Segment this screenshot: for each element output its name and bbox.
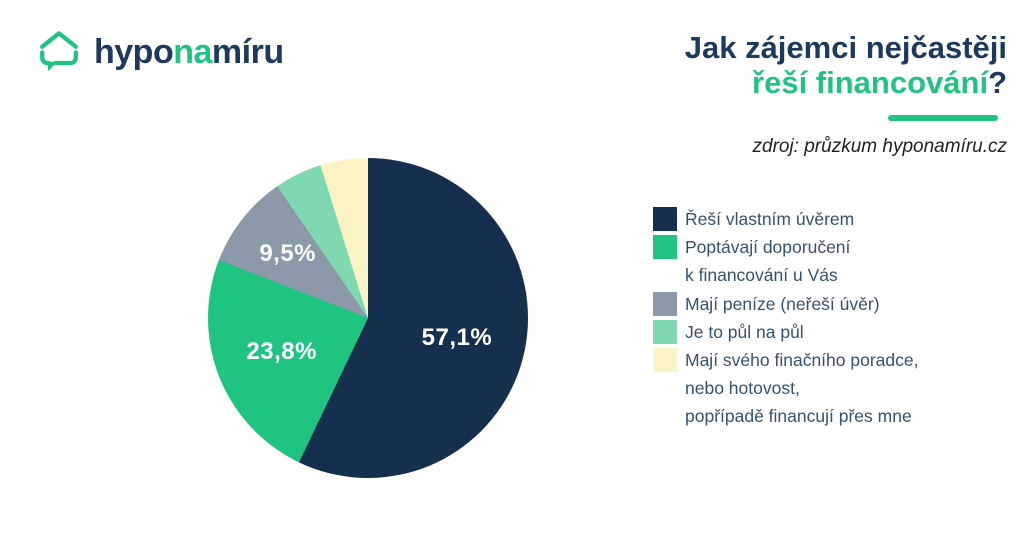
logo: hyponamíru <box>36 28 284 76</box>
title-line-2: řeší financování? <box>752 65 1007 100</box>
legend-item-label: Poptávají doporučení <box>685 237 851 258</box>
legend-swatch <box>653 207 677 231</box>
source-caption: zdroj: průzkum hyponamíru.cz <box>752 136 1008 157</box>
page-title: Jak zájemci nejčastěji řeší financování? <box>685 30 1007 100</box>
title-underline <box>888 115 998 121</box>
logo-wordmark: hyponamíru <box>94 29 284 75</box>
legend-swatch <box>653 319 677 344</box>
house-speech-bubble-icon <box>40 31 78 72</box>
legend-item: Je to půl na půl <box>653 318 918 346</box>
legend-item-label: Mají peníze (neřeší úvěr) <box>685 293 880 314</box>
legend-item: Mají svého finačního poradce, nebo hotovo… <box>653 346 918 431</box>
logo-part-na: na <box>173 33 212 71</box>
legend: Řeší vlastním úvěrem Poptávají doporučení… <box>653 205 918 431</box>
pie-slice-label: 9,5% <box>259 240 317 268</box>
pie-chart-area: 57,1% 23,8% 9,5% <box>208 158 528 478</box>
pie-chart <box>208 158 528 478</box>
legend-item-label: popřípadě financují přes mne <box>685 406 912 427</box>
legend-swatch <box>653 348 677 373</box>
legend-swatch <box>653 235 677 260</box>
logo-part-miru: míru <box>211 33 284 71</box>
legend-item: Mají peníze (neřeší úvěr) <box>653 290 918 318</box>
title-line-1: Jak zájemci nejčastěji <box>684 30 1007 65</box>
pie-slice-label: 57,1% <box>421 324 493 352</box>
legend-item-label: Mají svého finačního poradce, <box>685 350 919 371</box>
legend-item: Řeší vlastním úvěrem <box>653 205 918 233</box>
legend-swatch <box>653 291 677 316</box>
header: Jak zájemci nejčastěji řeší financování?… <box>685 30 1007 158</box>
legend-item-label: nebo hotovost, <box>685 378 800 399</box>
legend-item-label: Je to půl na půl <box>685 321 804 342</box>
pie-slice-label: 23,8% <box>246 338 317 366</box>
logo-part-hypo: hypo <box>94 33 174 71</box>
legend-item-label: k financování u Vás <box>685 265 838 286</box>
legend-item: Poptávají doporučení k financování u Vás <box>653 233 918 289</box>
legend-item-label: Řeší vlastním úvěrem <box>685 209 855 229</box>
